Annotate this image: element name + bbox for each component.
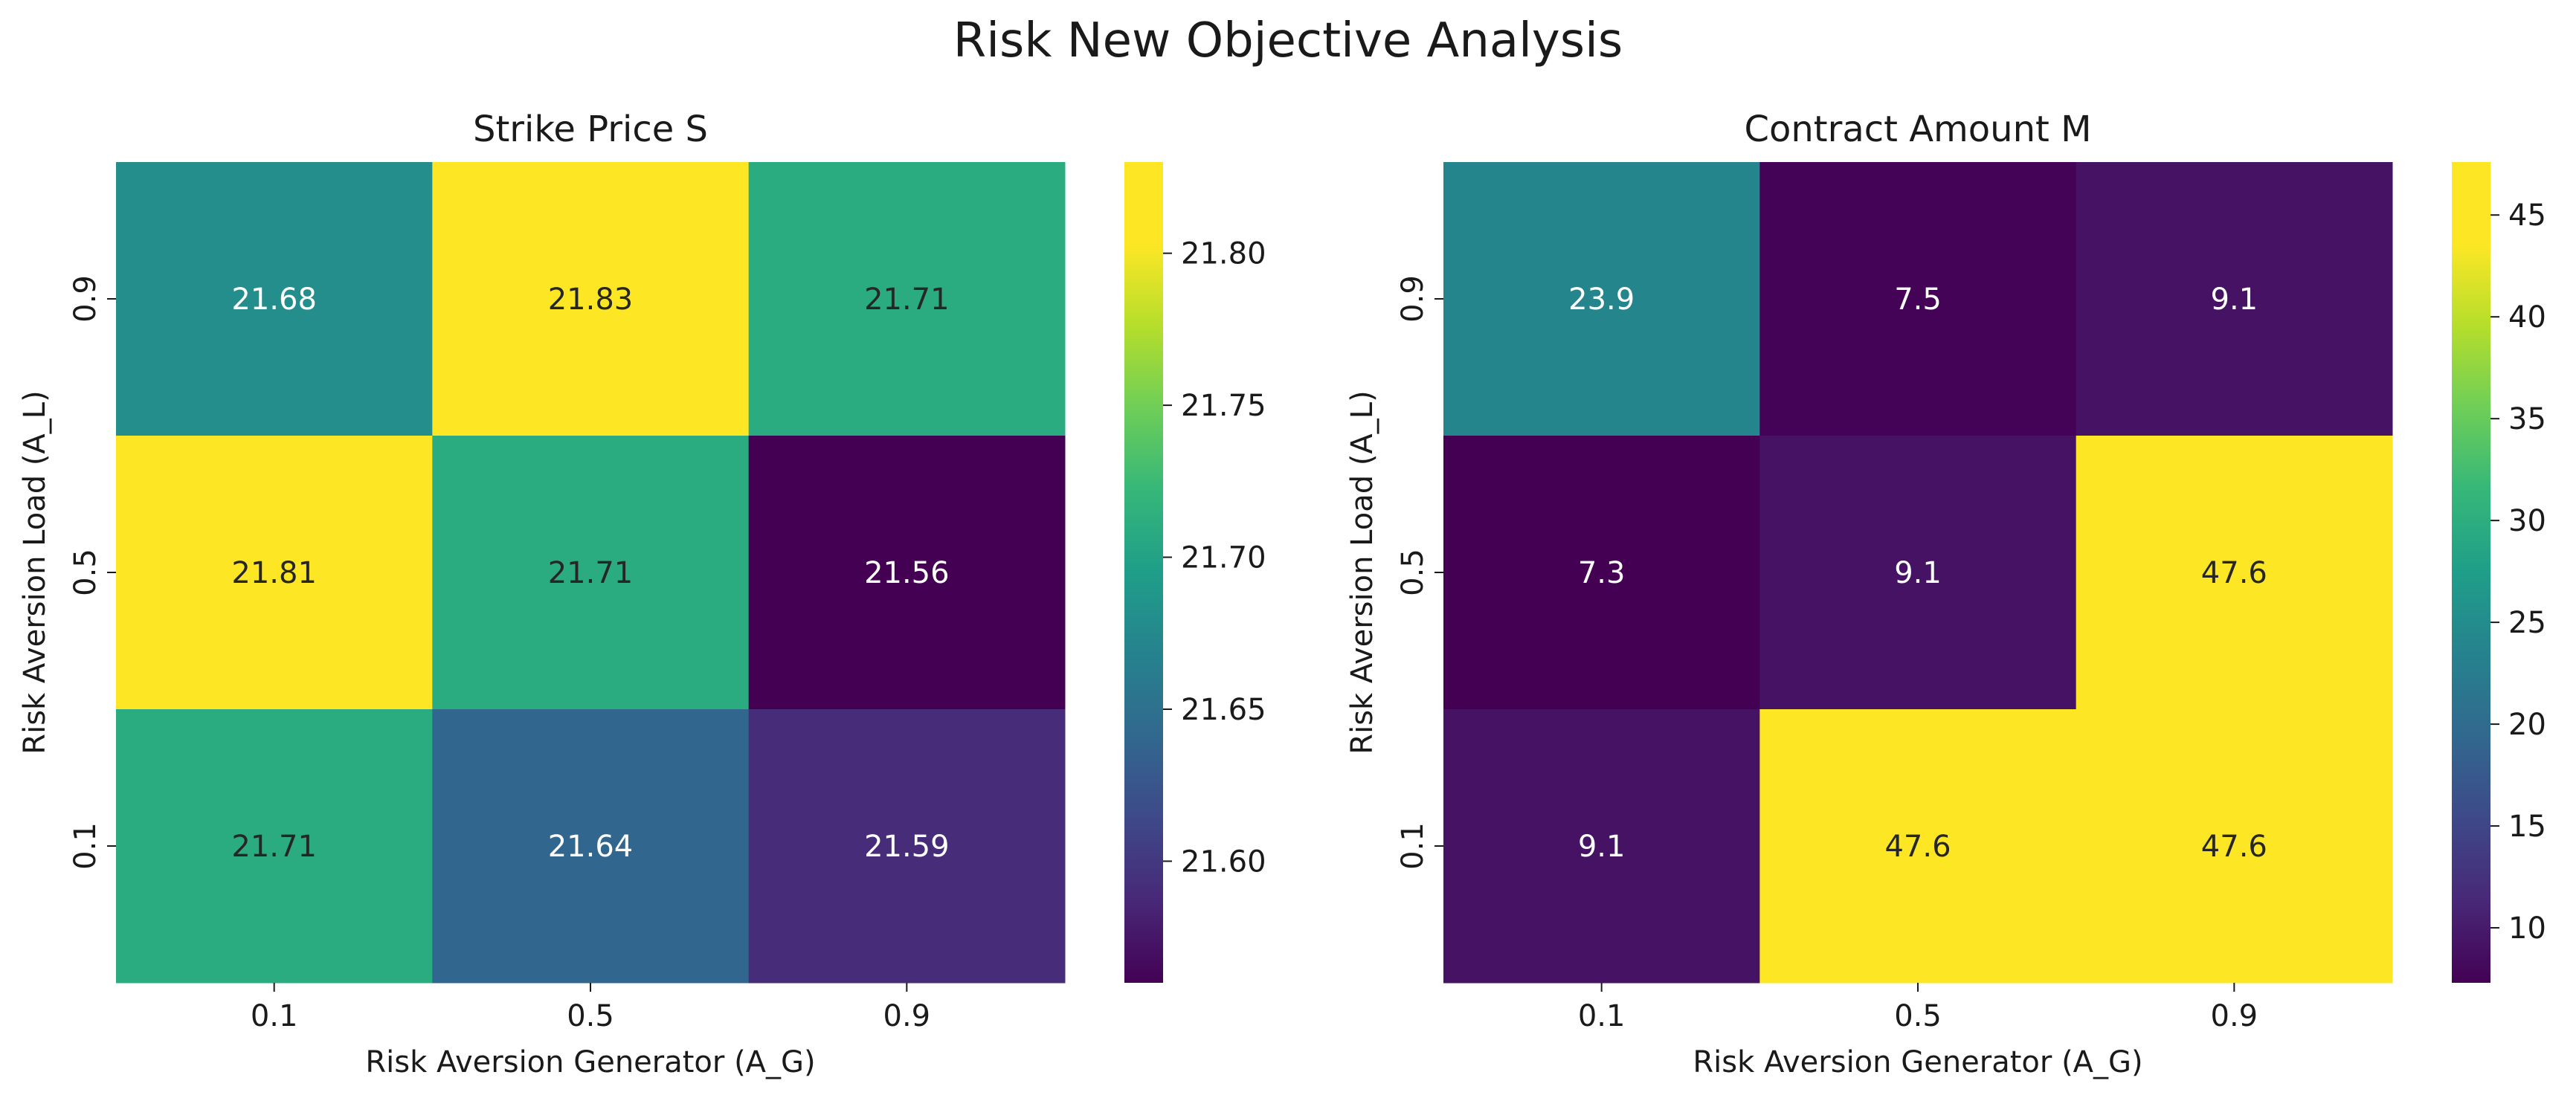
cell-label: 47.6 bbox=[2201, 830, 2267, 864]
colorbar bbox=[2452, 162, 2490, 983]
colorbar-tick-label: 15 bbox=[2508, 810, 2546, 844]
heatmap-cell bbox=[1443, 162, 1760, 436]
y-tick-label: 0.5 bbox=[1396, 549, 1430, 596]
y-axis-label: Risk Aversion Load (A_L) bbox=[1345, 390, 1379, 754]
cell-label: 21.56 bbox=[864, 556, 950, 590]
heatmap-cell bbox=[432, 709, 750, 984]
heatmap-contract-amount: 23.9 7.5 9.1 7.3 9.1 47.6 9.1 47.6 47.6 Contract … bbox=[1345, 109, 2546, 1079]
colorbar-tick-label: 40 bbox=[2508, 300, 2546, 335]
x-tick-label: 0.5 bbox=[1894, 999, 1942, 1033]
y-tick-label: 0.5 bbox=[68, 549, 103, 596]
colorbar-tick-label: 21.65 bbox=[1181, 693, 1266, 727]
heatmap-cell bbox=[748, 709, 1066, 984]
figure-title: Risk New Objective Analysis bbox=[953, 13, 1623, 68]
x-tick-label: 0.5 bbox=[567, 999, 614, 1033]
cell-label: 21.64 bbox=[548, 830, 634, 864]
cell-label: 7.5 bbox=[1894, 282, 1942, 317]
y-tick-label: 0.9 bbox=[68, 275, 103, 323]
colorbar-tick-label: 35 bbox=[2508, 402, 2546, 436]
panel-title: Strike Price S bbox=[473, 109, 708, 150]
colorbar-tick-label: 21.75 bbox=[1181, 389, 1266, 423]
heatmap-cell bbox=[116, 436, 433, 710]
heatmap-strike-price: 21.68 21.83 21.71 21.81 21.71 21.56 21.71 21.64… bbox=[18, 109, 1266, 1079]
colorbar-tick-label: 21.70 bbox=[1181, 541, 1266, 575]
x-tick-label: 0.9 bbox=[2211, 999, 2258, 1033]
colorbar-tick-label: 10 bbox=[2508, 911, 2546, 946]
y-tick-label: 0.1 bbox=[1396, 822, 1430, 870]
colorbar bbox=[1124, 162, 1163, 983]
heatmap-cell bbox=[2076, 162, 2393, 436]
cell-label: 21.71 bbox=[864, 282, 950, 317]
heatmap-cell bbox=[1443, 436, 1760, 710]
x-axis-label: Risk Aversion Generator (A_G) bbox=[365, 1045, 815, 1079]
heatmap-cell bbox=[116, 162, 433, 436]
cell-label: 47.6 bbox=[2201, 556, 2267, 590]
heatmap-cell bbox=[432, 436, 750, 710]
heatmap-cell bbox=[2076, 709, 2393, 984]
x-tick-label: 0.9 bbox=[883, 999, 931, 1033]
cell-label: 21.71 bbox=[231, 830, 317, 864]
colorbar-tick-label: 30 bbox=[2508, 504, 2546, 538]
cell-label: 21.71 bbox=[548, 556, 634, 590]
heatmap-cell bbox=[1759, 162, 2077, 436]
x-axis-label: Risk Aversion Generator (A_G) bbox=[1693, 1045, 2142, 1079]
colorbar-tick-label: 45 bbox=[2508, 198, 2546, 233]
cell-label: 21.81 bbox=[231, 556, 317, 590]
y-tick-label: 0.1 bbox=[68, 822, 103, 870]
colorbar-tick-label: 21.80 bbox=[1181, 237, 1266, 271]
heatmap-cell bbox=[1759, 436, 2077, 710]
panel-title: Contract Amount M bbox=[1744, 109, 2091, 150]
cell-label: 9.1 bbox=[1578, 830, 1626, 864]
cell-label: 23.9 bbox=[1568, 282, 1635, 317]
heatmap-cell bbox=[748, 436, 1066, 710]
x-tick-label: 0.1 bbox=[251, 999, 298, 1033]
heatmap-cell bbox=[748, 162, 1066, 436]
y-tick-label: 0.9 bbox=[1396, 275, 1430, 323]
cell-label: 7.3 bbox=[1578, 556, 1626, 590]
cell-label: 9.1 bbox=[2211, 282, 2258, 317]
cell-label: 21.68 bbox=[231, 282, 317, 317]
heatmap-cell bbox=[2076, 436, 2393, 710]
cell-label: 21.59 bbox=[864, 830, 950, 864]
colorbar-tick-label: 20 bbox=[2508, 708, 2546, 742]
heatmap-cell bbox=[432, 162, 750, 436]
colorbar-tick-label: 21.60 bbox=[1181, 845, 1266, 879]
heatmap-cell bbox=[1759, 709, 2077, 984]
heatmap-cell bbox=[116, 709, 433, 984]
x-tick-label: 0.1 bbox=[1578, 999, 1626, 1033]
heatmap-cell bbox=[1443, 709, 1760, 984]
colorbar-tick-label: 25 bbox=[2508, 606, 2546, 640]
cell-label: 47.6 bbox=[1884, 830, 1951, 864]
y-axis-label: Risk Aversion Load (A_L) bbox=[18, 390, 52, 754]
cell-label: 9.1 bbox=[1894, 556, 1942, 590]
cell-label: 21.83 bbox=[548, 282, 634, 317]
